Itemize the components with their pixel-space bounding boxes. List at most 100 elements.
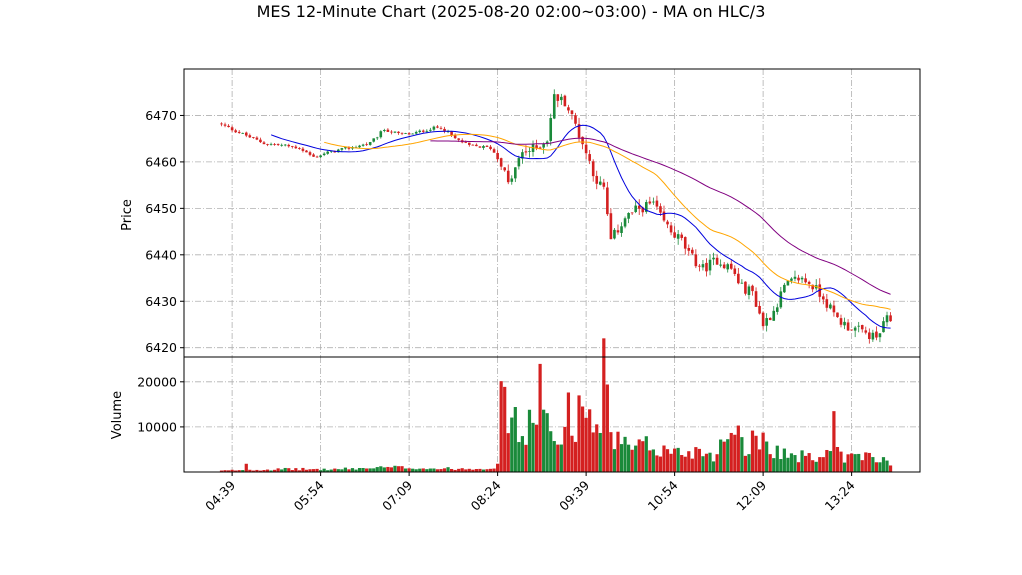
volume-bar <box>577 395 581 472</box>
volume-bar <box>704 453 709 472</box>
volume-bar <box>630 449 634 472</box>
candle <box>846 319 850 331</box>
candle <box>390 130 393 135</box>
volume-bar <box>680 455 684 472</box>
volume-bar <box>471 469 475 472</box>
volume-bar <box>450 468 454 472</box>
candle-body <box>475 144 478 147</box>
candle <box>514 167 517 183</box>
candle <box>291 145 294 149</box>
candle <box>737 268 740 285</box>
volume-bar <box>276 468 280 472</box>
candle <box>577 117 581 142</box>
volume-bar <box>559 444 563 472</box>
volume-bar <box>329 469 333 472</box>
volume-bar <box>588 409 592 472</box>
candle-body <box>786 280 790 286</box>
volume-bar <box>478 468 482 472</box>
candle <box>552 89 556 120</box>
candle-body <box>846 322 850 331</box>
candle <box>517 155 521 170</box>
candle-body <box>598 181 602 185</box>
candle <box>475 143 478 147</box>
candle <box>379 130 383 139</box>
candle <box>492 147 496 153</box>
price-tick-label: 6450 <box>145 201 177 216</box>
volume-bar <box>669 453 673 472</box>
volume-bar <box>627 444 631 472</box>
candle-body <box>691 249 694 254</box>
candle-body <box>829 304 832 309</box>
volume-bar <box>372 468 376 472</box>
candle-body <box>344 147 347 149</box>
candle-body <box>337 149 340 153</box>
volume-bar <box>800 450 804 472</box>
candle <box>722 261 726 270</box>
candle <box>383 128 386 133</box>
candle <box>368 141 372 146</box>
volume-grid <box>184 357 920 472</box>
volume-bar <box>411 468 415 472</box>
candle-body <box>482 146 485 148</box>
volume-bar <box>708 452 712 472</box>
volume-bar <box>595 424 599 472</box>
volume-bar <box>786 457 790 472</box>
volume-bar <box>878 462 882 472</box>
candle-body <box>521 152 524 159</box>
candle <box>418 129 422 134</box>
candle-body <box>853 327 857 331</box>
candle-body <box>407 133 411 135</box>
volume-bar <box>499 381 503 472</box>
volume-bar <box>563 426 567 472</box>
candle-body <box>641 207 645 213</box>
candle-body <box>591 161 595 177</box>
candle-body <box>308 152 312 155</box>
volume-bar <box>605 384 609 472</box>
candle <box>230 125 234 133</box>
volume-bar <box>602 338 606 472</box>
candle <box>740 279 744 284</box>
candle-body <box>669 225 673 233</box>
candle <box>797 274 800 284</box>
candle <box>768 317 772 321</box>
candle <box>429 127 432 132</box>
volume-bar <box>857 453 861 472</box>
candle-body <box>733 268 737 274</box>
volume-bar <box>336 469 340 472</box>
candle <box>315 155 319 158</box>
volume-bar <box>457 468 461 472</box>
candle-body <box>775 307 779 312</box>
volume-bar <box>333 468 337 472</box>
candle-body <box>768 317 772 321</box>
candle-body <box>708 259 712 271</box>
candle <box>499 157 503 171</box>
candle-body <box>818 284 822 297</box>
volume-bar <box>294 468 298 472</box>
volume-bar <box>439 469 443 472</box>
candle <box>800 276 804 283</box>
volume-bar <box>435 469 440 472</box>
volume-bar <box>719 439 723 472</box>
candle-body <box>312 154 315 157</box>
candle <box>598 176 602 186</box>
volume-bar <box>673 448 677 472</box>
candle-body <box>570 110 574 114</box>
candle-body <box>850 329 853 331</box>
candle-body <box>563 95 567 107</box>
candle <box>822 293 825 305</box>
volume-bar <box>676 447 680 472</box>
volume-bar <box>616 431 620 472</box>
candle-body <box>252 137 255 138</box>
volume-bar <box>280 469 284 472</box>
candle <box>885 311 889 327</box>
volume-bar <box>283 467 287 472</box>
candle-body <box>514 167 517 179</box>
candle <box>563 94 567 107</box>
candle <box>276 143 280 146</box>
volume-bar <box>474 469 478 472</box>
candle-body <box>602 182 606 187</box>
volume-bar <box>867 452 871 472</box>
candle <box>623 216 627 229</box>
candle <box>832 300 836 317</box>
volume-bar <box>743 455 748 472</box>
